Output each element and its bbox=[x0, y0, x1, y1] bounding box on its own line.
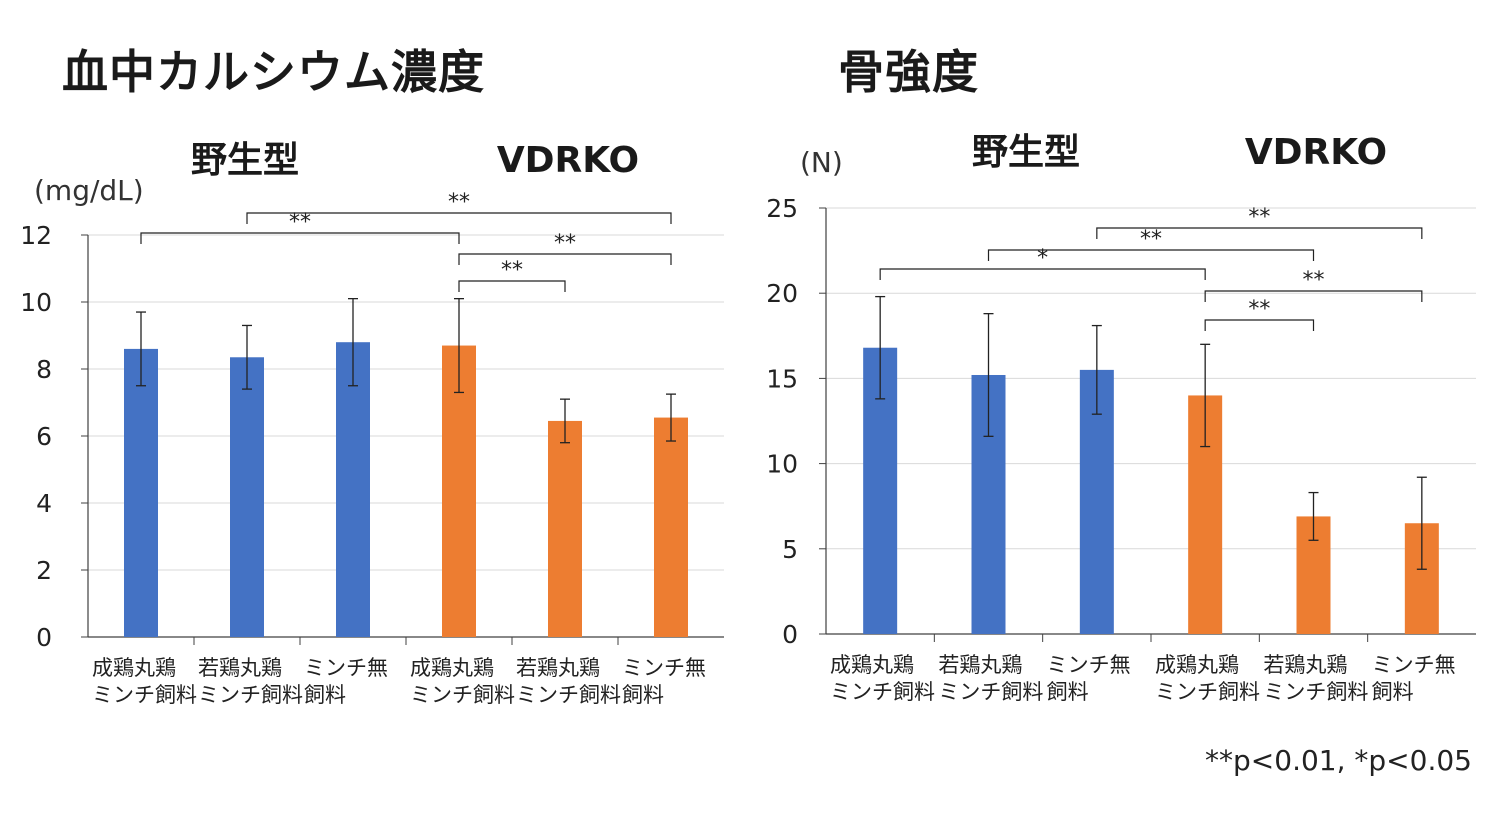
x-category-label: ミンチ飼料 bbox=[410, 683, 515, 707]
x-category-label: 飼料 bbox=[1372, 680, 1414, 704]
y-tick-label: 5 bbox=[782, 535, 798, 564]
y-tick-label: 0 bbox=[782, 620, 798, 649]
x-category-label: ミンチ飼料 bbox=[830, 680, 935, 704]
y-tick-label: 2 bbox=[36, 556, 52, 585]
calcium-bar-chart: (mg/dL)野生型 VDRKO024681012成鶏丸鶏ミンチ飼料若鶏丸鶏ミンチ… bbox=[20, 140, 724, 707]
significance-bracket bbox=[1204, 319, 1315, 331]
y-tick-label: 15 bbox=[766, 364, 798, 393]
significance-label: ** bbox=[448, 190, 470, 215]
x-category-label: ミンチ無 bbox=[622, 656, 706, 680]
significance-label: ** bbox=[289, 210, 311, 235]
x-category-label: 若鶏丸鶏 bbox=[198, 656, 282, 680]
x-category-label: 成鶏丸鶏 bbox=[1155, 653, 1239, 677]
y-tick-label: 6 bbox=[36, 422, 52, 451]
chart-title-calcium: 血中カルシウム濃度 bbox=[62, 45, 485, 99]
x-category-label: 若鶏丸鶏 bbox=[938, 653, 1022, 677]
x-category-label: 成鶏丸鶏 bbox=[830, 653, 914, 677]
group-label: VDRKO bbox=[1245, 132, 1387, 173]
bar bbox=[442, 345, 476, 637]
x-category-label: ミンチ飼料 bbox=[198, 683, 303, 707]
y-tick-label: 4 bbox=[36, 489, 52, 518]
significance-bracket bbox=[246, 212, 672, 224]
x-category-label: 成鶏丸鶏 bbox=[410, 656, 494, 680]
significance-label: ** bbox=[501, 258, 523, 283]
significance-footnote: **p<0.01, *p<0.05 bbox=[1205, 744, 1472, 777]
significance-label: ** bbox=[554, 231, 576, 256]
bar bbox=[548, 420, 582, 637]
y-tick-label: 0 bbox=[36, 623, 52, 652]
y-tick-label: 10 bbox=[20, 288, 52, 317]
bar bbox=[654, 417, 688, 637]
x-category-label: ミンチ飼料 bbox=[938, 680, 1043, 704]
significance-label: * bbox=[1037, 246, 1048, 271]
x-category-label: 成鶏丸鶏 bbox=[92, 656, 176, 680]
significance-bracket bbox=[1096, 227, 1423, 239]
y-tick-label: 10 bbox=[766, 450, 798, 479]
significance-label: ** bbox=[1248, 205, 1270, 230]
significance-bracket bbox=[879, 268, 1206, 280]
significance-label: ** bbox=[1140, 227, 1162, 252]
y-tick-label: 25 bbox=[766, 194, 798, 223]
x-category-label: ミンチ無 bbox=[1372, 653, 1456, 677]
y-unit-label: (mg/dL) bbox=[34, 174, 144, 207]
x-category-label: ミンチ飼料 bbox=[92, 683, 197, 707]
x-category-label: 若鶏丸鶏 bbox=[1263, 653, 1347, 677]
x-category-label: 飼料 bbox=[622, 683, 664, 707]
bar bbox=[336, 342, 370, 637]
x-category-label: 飼料 bbox=[304, 683, 346, 707]
significance-label: ** bbox=[1303, 268, 1325, 293]
group-label: VDRKO bbox=[497, 140, 639, 181]
significance-bracket bbox=[458, 280, 566, 292]
chart-title-bone-strength: 骨強度 bbox=[838, 45, 979, 99]
significance-bracket bbox=[140, 232, 460, 244]
y-tick-label: 20 bbox=[766, 279, 798, 308]
x-category-label: ミンチ飼料 bbox=[516, 683, 621, 707]
bone-strength-bar-chart: (N) 野生型 VDRKO0510152025成鶏丸鶏ミンチ飼料若鶏丸鶏ミンチ飼料ミ… bbox=[766, 132, 1476, 704]
x-category-label: ミンチ無 bbox=[1047, 653, 1131, 677]
y-tick-label: 8 bbox=[36, 355, 52, 384]
x-category-label: ミンチ無 bbox=[304, 656, 388, 680]
x-category-label: ミンチ飼料 bbox=[1263, 680, 1368, 704]
y-unit-label: (N) bbox=[800, 146, 843, 179]
significance-bracket bbox=[458, 253, 672, 265]
group-label: 野生型 bbox=[972, 132, 1080, 173]
bar bbox=[230, 357, 264, 637]
significance-bracket bbox=[1204, 290, 1423, 302]
significance-bracket bbox=[987, 249, 1315, 261]
significance-label: ** bbox=[1248, 297, 1270, 322]
y-tick-label: 12 bbox=[20, 221, 52, 250]
x-category-label: 飼料 bbox=[1047, 680, 1089, 704]
bar bbox=[124, 348, 158, 637]
x-category-label: 若鶏丸鶏 bbox=[516, 656, 600, 680]
group-label: 野生型 bbox=[191, 140, 299, 181]
x-category-label: ミンチ飼料 bbox=[1155, 680, 1260, 704]
